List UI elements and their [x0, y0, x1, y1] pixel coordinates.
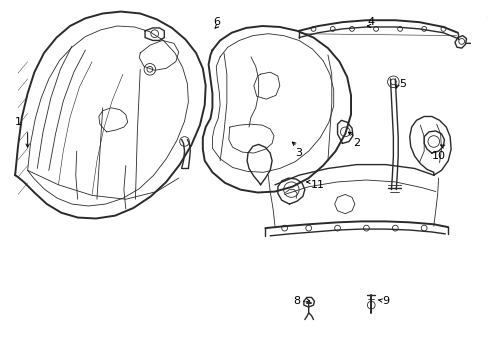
Text: 8: 8	[293, 296, 300, 306]
Text: 11: 11	[311, 180, 325, 190]
Text: 3: 3	[295, 148, 302, 158]
Text: 2: 2	[352, 139, 360, 148]
Text: 7: 7	[485, 17, 488, 27]
Text: 9: 9	[381, 296, 388, 306]
Text: 6: 6	[213, 17, 220, 27]
Text: 4: 4	[367, 17, 374, 27]
Text: 5: 5	[399, 79, 406, 89]
Text: 10: 10	[431, 151, 445, 161]
Text: 1: 1	[15, 117, 21, 127]
